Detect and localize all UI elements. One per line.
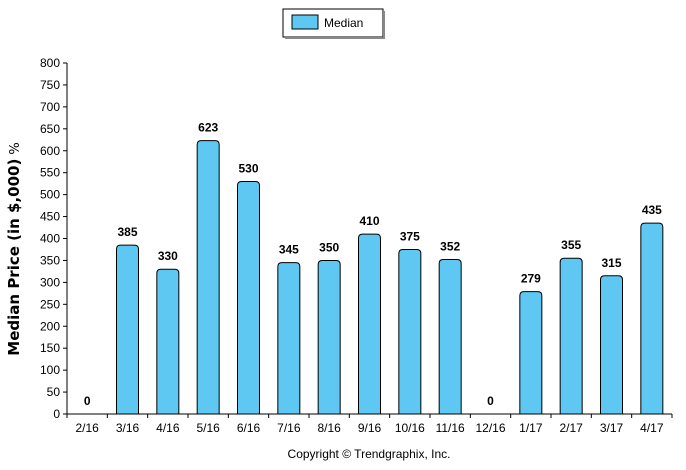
data-label: 0 (84, 394, 91, 408)
bar-7-16 (277, 262, 301, 415)
y-tick-label: 300 (40, 275, 60, 289)
bar-9-16 (358, 233, 381, 415)
x-tick-label: 6/16 (237, 421, 261, 435)
data-label: 0 (487, 394, 494, 408)
legend-shadow-right (383, 11, 385, 39)
x-tick-label: 12/16 (475, 421, 505, 435)
x-tick-label: 9/16 (358, 421, 382, 435)
bar-3-17 (600, 275, 623, 415)
y-axis-label: Median Price (in $,000) (5, 159, 23, 356)
y-tick-label: 200 (40, 319, 60, 333)
x-tick-label: 7/16 (277, 421, 301, 435)
x-tick-label: 10/16 (395, 421, 425, 435)
svg-text:Median Price (in $,000)%: Median Price (in $,000)% (5, 142, 23, 355)
data-label: 375 (400, 229, 420, 243)
y-axis-title: Median Price (in $,000)% (5, 142, 23, 355)
x-tick-label: 2/17 (559, 421, 583, 435)
bar-11-16 (438, 259, 462, 415)
legend-shadow-bottom (285, 37, 385, 39)
y-tick-label: 350 (40, 253, 60, 267)
bar-2-17 (559, 257, 583, 415)
y-tick-label: 250 (40, 297, 60, 311)
y-tick-label: 700 (40, 100, 60, 114)
data-label: 352 (440, 240, 460, 254)
data-label: 345 (279, 243, 299, 257)
y-tick-label: 750 (40, 78, 60, 92)
bar-6-16 (237, 180, 260, 415)
x-tick-label: 11/16 (436, 421, 465, 435)
x-tick-label: 5/16 (196, 421, 220, 435)
data-label: 330 (158, 249, 178, 263)
bar-8-16 (317, 259, 341, 415)
data-label: 435 (642, 203, 662, 217)
y-tick-label: 600 (40, 144, 60, 158)
y-tick-label: 450 (40, 210, 60, 224)
plot-area: 0 50 100 150 200 250 300 350 400 450 500 550 600 650 7… (40, 56, 673, 435)
data-label: 279 (521, 272, 541, 286)
data-label: 315 (601, 256, 621, 270)
y-tick-label: 550 (40, 166, 60, 180)
y-tick-label: 50 (47, 385, 61, 399)
bar-4-17 (640, 222, 664, 415)
x-tick-label: 8/16 (317, 421, 341, 435)
bar-3-16 (116, 244, 139, 415)
y-axis-unit: % (8, 142, 23, 154)
data-label: 530 (238, 161, 258, 175)
copyright-text: Copyright © Trendgraphix, Inc. (288, 447, 451, 461)
data-label: 350 (319, 240, 339, 254)
data-label: 355 (561, 238, 581, 252)
x-tick-label: 3/17 (600, 421, 624, 435)
legend-label-median: Median (324, 16, 363, 30)
data-label: 410 (359, 214, 379, 228)
x-tick-label: 4/16 (156, 421, 180, 435)
x-tick-label: 1/17 (519, 421, 543, 435)
y-tick-label: 800 (40, 56, 60, 70)
data-label: 385 (117, 225, 137, 239)
y-tick-label: 0 (53, 407, 60, 421)
x-tick-label: 3/16 (116, 421, 140, 435)
bar-4-16 (156, 268, 180, 415)
y-tick-label: 150 (40, 341, 60, 355)
y-tick-label: 400 (40, 232, 60, 246)
bar-5-16 (196, 140, 220, 415)
bar-10-16 (398, 248, 422, 415)
x-tick-label: 4/17 (640, 421, 664, 435)
y-tick-label: 500 (40, 188, 60, 202)
y-tick-label: 650 (40, 122, 60, 136)
data-label: 623 (198, 121, 218, 135)
x-tick-label: 2/16 (75, 421, 99, 435)
legend-swatch-median (291, 14, 319, 30)
legend: Median (282, 8, 385, 39)
bar-1-17 (519, 291, 543, 415)
y-tick-label: 100 (40, 363, 60, 377)
